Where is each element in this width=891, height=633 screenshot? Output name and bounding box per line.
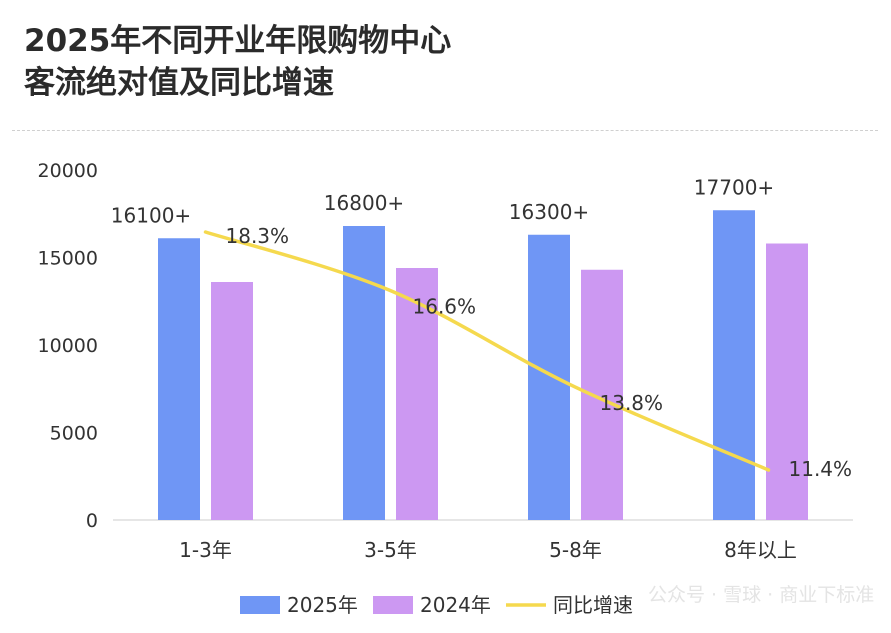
y-tick-label: 0 <box>86 510 98 532</box>
chart-title-line1: 2025年不同开业年限购物中心 <box>24 23 452 59</box>
x-category-label: 8年以上 <box>724 538 797 562</box>
bar-2025-2 <box>528 234 570 520</box>
growth-rate-label: 16.6% <box>413 295 477 319</box>
bar-value-label: 16300+ <box>509 200 589 224</box>
bar-2024-3 <box>766 243 808 520</box>
bar-2024-0 <box>211 282 253 520</box>
legend-swatch-2025 <box>240 596 280 614</box>
y-tick-label: 20000 <box>38 160 98 182</box>
bar-value-label: 16100+ <box>111 203 191 227</box>
x-category-label: 1-3年 <box>179 538 232 562</box>
legend-label-2025: 2025年 <box>287 593 358 617</box>
legend-swatch-2024 <box>373 596 413 614</box>
bar-value-label: 16800+ <box>324 191 404 215</box>
growth-rate-line <box>203 230 771 472</box>
watermark: 公众号 · 雪球 · 商业下标准 <box>648 584 875 606</box>
y-tick-label: 10000 <box>38 335 98 357</box>
growth-rate-label: 18.3% <box>226 224 290 248</box>
bar-2025-0 <box>158 238 200 520</box>
growth-rate-label: 11.4% <box>789 457 853 481</box>
legend-label-growth: 同比增速 <box>553 593 633 617</box>
bar-2025-3 <box>713 210 755 520</box>
y-tick-label: 5000 <box>50 423 98 445</box>
x-category-label: 5-8年 <box>549 538 602 562</box>
legend-label-2024: 2024年 <box>420 593 491 617</box>
chart-title-line2: 客流绝对值及同比增速 <box>24 65 334 101</box>
chart-title: 2025年不同开业年限购物中心 客流绝对值及同比增速 <box>24 20 451 104</box>
growth-rate-label: 13.8% <box>600 391 664 415</box>
title-divider <box>12 130 878 131</box>
bar-2025-1 <box>343 226 385 520</box>
y-tick-label: 15000 <box>38 248 98 270</box>
bar-value-label: 17700+ <box>694 175 774 199</box>
x-category-label: 3-5年 <box>364 538 417 562</box>
